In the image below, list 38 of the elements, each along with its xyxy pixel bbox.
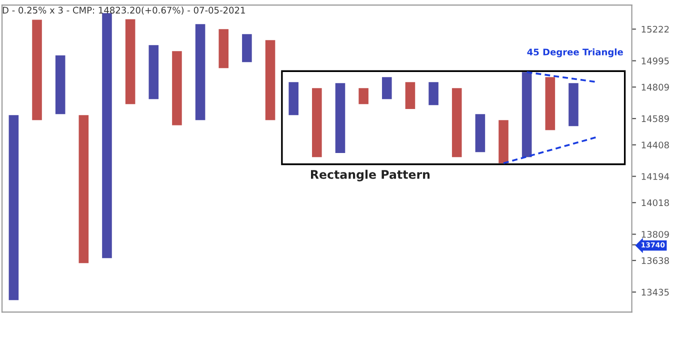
bar (335, 83, 346, 154)
chart-title: D - 0.25% x 3 - CMP: 14823.20(+0.67%) - 07-05-2021 (2, 6, 245, 15)
bar (312, 88, 322, 158)
bar (358, 88, 368, 104)
y-tick-label: 14194 (642, 173, 670, 180)
bar (568, 83, 578, 126)
y-tick-label: 13809 (642, 230, 669, 238)
y-tick-label: 13638 (642, 257, 669, 264)
bar (8, 115, 19, 300)
y-tick-label: 14018 (642, 199, 669, 206)
bar (475, 114, 486, 152)
bar (242, 34, 252, 62)
bar (288, 82, 298, 116)
bar (452, 88, 462, 158)
bar (545, 77, 556, 130)
bar (265, 40, 276, 120)
y-tick-label: 15222 (642, 26, 669, 33)
bar (195, 24, 206, 120)
bar (32, 20, 42, 120)
bar (55, 55, 66, 114)
y-tick-label: 14995 (642, 57, 669, 64)
bar (522, 72, 532, 158)
bar (172, 51, 182, 126)
bar (125, 19, 136, 104)
bar (148, 45, 159, 100)
annotation: 45 Degree Triangle (527, 48, 623, 58)
bar (382, 77, 392, 100)
y-tick-label: 14408 (642, 142, 669, 148)
bar (405, 82, 416, 110)
bar (218, 29, 229, 68)
bar (102, 13, 112, 258)
y-tick-label: 14809 (642, 84, 669, 91)
y-tick-label: 14589 (642, 115, 669, 122)
bar (428, 82, 438, 106)
bar (498, 120, 508, 164)
annotation: Rectangle Pattern (311, 170, 430, 182)
bar (78, 115, 89, 264)
y-tick-label: 13435 (642, 288, 669, 296)
